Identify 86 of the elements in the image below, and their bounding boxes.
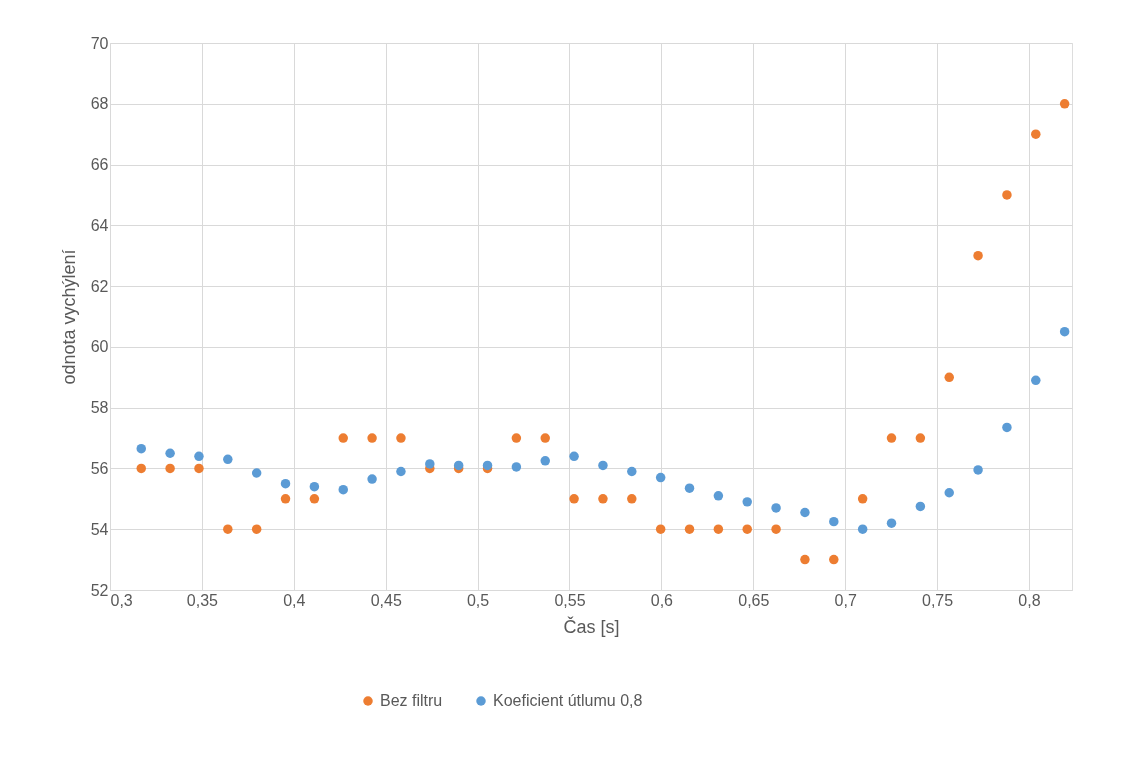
point	[627, 494, 637, 504]
point	[886, 433, 897, 443]
point	[309, 481, 320, 492]
point	[425, 459, 435, 469]
y-tick-label: 54	[90, 520, 109, 538]
x-axis-title: Čas [s]	[563, 615, 620, 637]
y-axis-title: odnota vychýlení	[58, 249, 79, 385]
point	[367, 433, 377, 443]
point	[1031, 375, 1041, 386]
y-tick-label: 68	[90, 95, 109, 113]
point	[771, 524, 781, 534]
point	[540, 456, 550, 466]
point	[251, 468, 262, 478]
point	[136, 443, 146, 454]
point	[223, 454, 233, 465]
y-tick-label: 60	[90, 338, 109, 356]
y-tick-label: 70	[90, 34, 109, 52]
y-tick-label: 64	[90, 216, 109, 234]
x-tick-label: 0,3	[110, 591, 133, 609]
point	[627, 466, 637, 477]
point	[338, 433, 348, 443]
y-tick-label: 56	[90, 459, 109, 477]
point	[1059, 99, 1070, 109]
point	[771, 503, 781, 513]
y-tick-label: 66	[90, 156, 109, 174]
point	[915, 433, 926, 443]
point	[1002, 422, 1012, 433]
point	[713, 524, 724, 534]
x-tick-label: 0,5	[466, 591, 490, 609]
point	[857, 524, 868, 534]
point	[684, 483, 695, 493]
point	[655, 472, 666, 483]
point	[251, 524, 262, 534]
y-tick-label: 62	[90, 277, 109, 295]
point	[223, 524, 233, 534]
x-tick-label: 0,75	[922, 591, 954, 609]
x-tick-label: 0,8	[1018, 591, 1041, 609]
point	[944, 488, 954, 498]
point	[165, 463, 175, 474]
point	[280, 494, 291, 504]
point	[829, 554, 839, 565]
point	[367, 474, 377, 484]
point	[338, 484, 348, 495]
point	[915, 501, 926, 512]
point	[396, 433, 406, 443]
point	[713, 491, 724, 501]
x-tick-label: 0,6	[650, 591, 674, 609]
legend-label: Koeficient útlumu 0,8	[493, 692, 643, 709]
x-tick-label: 0,45	[370, 591, 402, 609]
point	[511, 433, 522, 443]
point	[886, 518, 897, 528]
x-tick-label: 0,35	[186, 591, 219, 609]
point	[598, 460, 608, 471]
point	[857, 494, 868, 504]
point	[165, 448, 175, 458]
point	[973, 465, 983, 475]
point	[309, 494, 320, 504]
point	[194, 463, 204, 474]
x-tick-label: 0,65	[738, 591, 770, 609]
point	[569, 451, 579, 462]
point	[944, 372, 954, 383]
point	[742, 497, 752, 507]
point	[800, 554, 810, 565]
point	[598, 494, 608, 504]
point	[280, 478, 291, 489]
point	[1059, 326, 1070, 337]
point	[511, 462, 522, 472]
x-tick-label: 0,55	[554, 591, 586, 609]
point	[829, 516, 839, 527]
y-tick-label: 52	[90, 581, 109, 599]
point	[973, 250, 983, 261]
point	[1031, 129, 1041, 139]
point	[136, 463, 146, 474]
x-tick-label: 0,7	[834, 591, 857, 609]
point	[1002, 190, 1012, 200]
legend-label: Bez filtru	[380, 692, 443, 709]
y-tick-label: 58	[90, 399, 109, 417]
point	[540, 433, 550, 443]
x-tick-label: 0,4	[283, 591, 306, 609]
point	[684, 524, 695, 534]
point	[396, 466, 406, 477]
point	[655, 524, 666, 534]
point	[800, 507, 810, 518]
point	[569, 494, 579, 504]
point	[742, 524, 752, 534]
point	[194, 451, 204, 462]
